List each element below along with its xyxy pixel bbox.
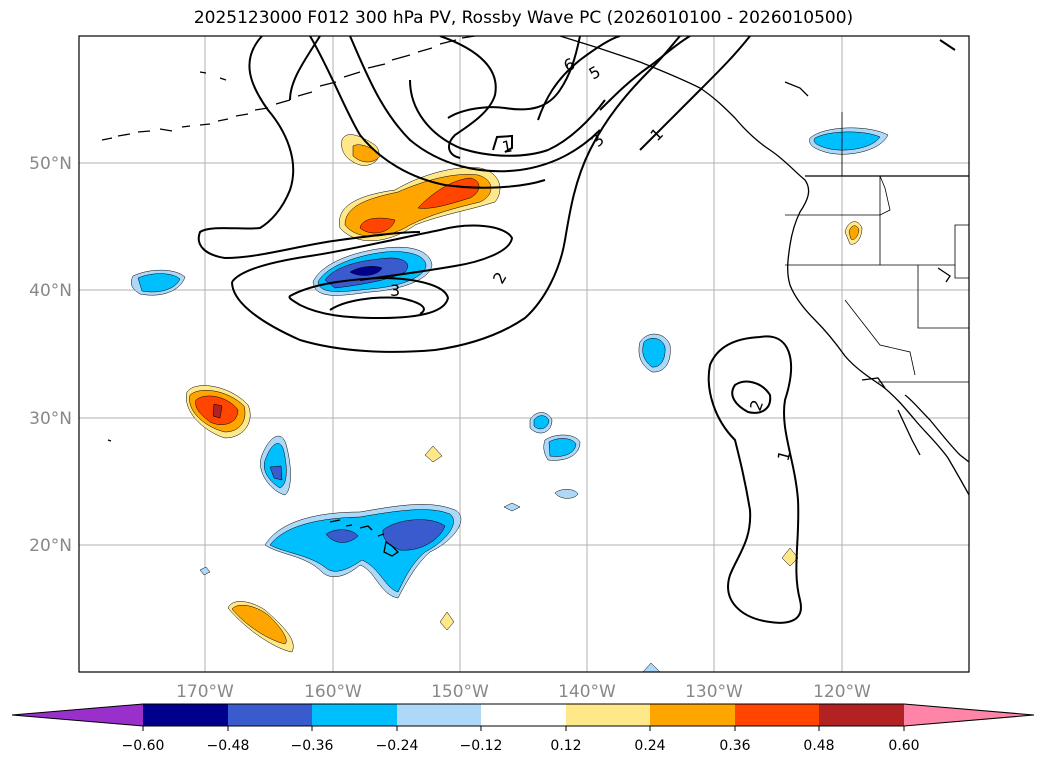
colorbar-tick-label: −0.48 bbox=[207, 738, 250, 754]
negative-anomaly-e2-core bbox=[548, 438, 577, 457]
lon-label-160w: 160°W bbox=[304, 682, 362, 702]
colorbar-tick-label: −0.12 bbox=[460, 738, 503, 754]
colorbar-tick-label: 0.24 bbox=[634, 738, 665, 754]
aleutian-islands bbox=[101, 36, 476, 141]
islet-west bbox=[107, 439, 112, 442]
colorbar-tick-label: −0.60 bbox=[122, 738, 165, 754]
contour-5 bbox=[349, 36, 601, 173]
positive-anomaly-s3 bbox=[781, 547, 799, 567]
lat-label-30n: 30°N bbox=[29, 409, 72, 429]
lakes bbox=[784, 81, 951, 283]
negative-anomaly-mid-peak bbox=[269, 465, 283, 481]
map-border bbox=[78, 35, 970, 673]
colorbar-extend-low bbox=[12, 704, 143, 726]
contour-1-east bbox=[639, 36, 751, 151]
colorbar-tick-label: 0.60 bbox=[888, 738, 919, 754]
latitude-labels: 50°N 40°N 30°N 20°N bbox=[29, 154, 72, 556]
contour-1-ne bbox=[939, 39, 956, 51]
negative-anomaly-e5 bbox=[503, 502, 521, 512]
contour-label-1-small: 1 bbox=[500, 136, 513, 156]
contour-label-1-east: 1 bbox=[774, 448, 795, 463]
contour-2-mid bbox=[231, 224, 514, 283]
colorbar-bin-8 bbox=[735, 704, 819, 726]
positive-anomaly-west-extreme bbox=[212, 403, 223, 419]
positive-anomaly-north-peak bbox=[359, 177, 480, 234]
colorbar-bin-6 bbox=[566, 704, 650, 726]
lon-label-120w: 120°W bbox=[813, 682, 871, 702]
contour-3-inner bbox=[329, 296, 425, 315]
contour-4 bbox=[309, 36, 546, 189]
lon-label-170w: 170°W bbox=[176, 682, 234, 702]
lon-label-140w: 140°W bbox=[558, 682, 616, 702]
negative-anomaly-canada-core bbox=[813, 131, 881, 151]
colorbar-ticks bbox=[142, 726, 905, 731]
colorbar-tick-label: 0.48 bbox=[803, 738, 834, 754]
contour-6b bbox=[439, 36, 497, 159]
negative-anomaly-e3-core bbox=[642, 338, 666, 368]
contour-5b bbox=[537, 36, 621, 121]
positive-anomaly-s2 bbox=[439, 611, 455, 631]
positive-anomaly-s1 bbox=[424, 445, 443, 463]
contour-3-west bbox=[289, 36, 321, 101]
colorbar-tick-label: −0.36 bbox=[291, 738, 334, 754]
contour-3-ring bbox=[288, 276, 450, 320]
contour-3b bbox=[599, 36, 691, 111]
colorbar-extend-high bbox=[904, 704, 1034, 726]
colorbar-bin-3 bbox=[312, 704, 397, 726]
hawaii-islands bbox=[329, 519, 400, 557]
negative-anomaly-e1-core bbox=[533, 415, 550, 430]
negative-anomaly-e6 bbox=[199, 566, 211, 576]
contour-2-east-loop bbox=[731, 380, 772, 414]
colorbar-bin-2 bbox=[228, 704, 312, 726]
colorbar-tick-label: 0.12 bbox=[550, 738, 581, 754]
positive-anomaly-south-core bbox=[231, 604, 287, 645]
pv-anomaly-fills bbox=[131, 127, 889, 672]
colorbar-bin-5 bbox=[481, 704, 566, 726]
lat-label-20n: 20°N bbox=[29, 536, 72, 556]
negative-anomaly-north-extreme bbox=[349, 266, 383, 276]
lat-label-40n: 40°N bbox=[29, 281, 72, 301]
lat-label-50n: 50°N bbox=[29, 154, 72, 174]
contour-2-main bbox=[231, 36, 681, 353]
contour-1-east-loop bbox=[707, 335, 802, 624]
colorbar-bin-9 bbox=[819, 704, 904, 726]
positive-anomaly-oregon-core bbox=[848, 225, 860, 240]
contour-7-small bbox=[492, 134, 513, 153]
negative-anomaly-e7 bbox=[642, 662, 661, 672]
state-borders bbox=[785, 176, 969, 383]
map-title: 2025123000 F012 300 hPa PV, Rossby Wave … bbox=[193, 8, 854, 28]
colorbar: −0.60 −0.48 −0.36 −0.24 −0.12 0.12 0.24 … bbox=[11, 703, 1035, 754]
colorbar-bin-7 bbox=[650, 704, 735, 726]
lon-label-130w: 130°W bbox=[685, 682, 743, 702]
coastlines bbox=[101, 36, 969, 557]
contour-6a bbox=[409, 79, 606, 157]
bering-islands bbox=[199, 71, 227, 81]
contour-label-3-mid: 3 bbox=[390, 281, 400, 300]
pv-contours bbox=[197, 36, 956, 624]
west-coast bbox=[559, 36, 969, 496]
contour-1-west bbox=[197, 36, 421, 260]
province-borders bbox=[785, 112, 891, 216]
colorbar-tick-label: −0.24 bbox=[376, 738, 419, 754]
negative-anomaly-e4 bbox=[554, 489, 579, 499]
lon-label-150w: 150°W bbox=[431, 682, 489, 702]
negative-anomaly-west-core bbox=[137, 273, 181, 293]
colorbar-tick-label: 0.36 bbox=[719, 738, 750, 754]
gulf-of-california bbox=[904, 394, 969, 463]
baja-california bbox=[861, 377, 921, 456]
colorbar-bin-1 bbox=[143, 704, 228, 726]
colorbar-bin-4 bbox=[397, 704, 481, 726]
longitude-labels: 170°W 160°W 150°W 140°W 130°W 120°W bbox=[176, 682, 871, 702]
